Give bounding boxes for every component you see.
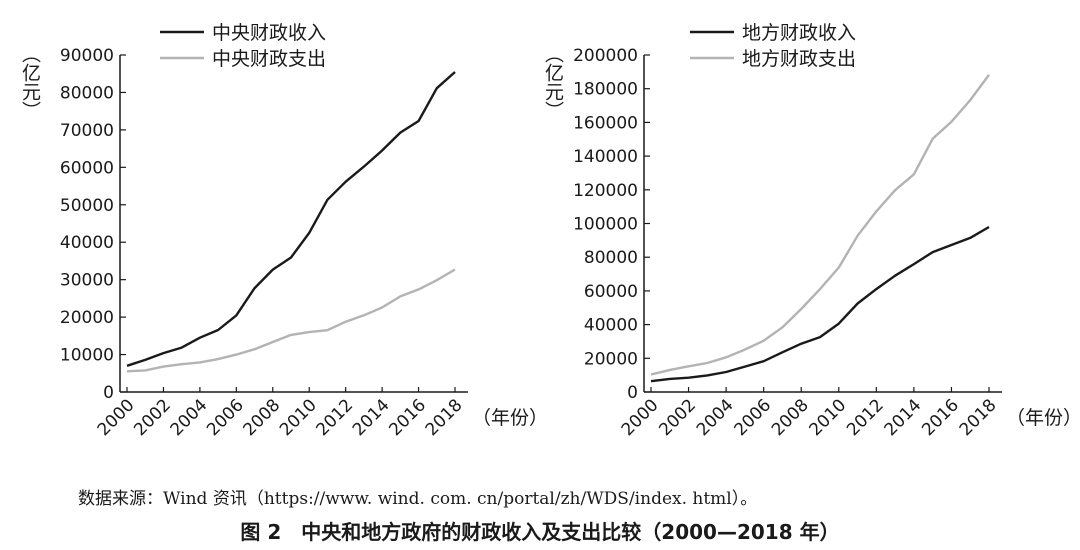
x-tick-label: 2014 [349, 395, 394, 440]
legend-label: 地方财政支出 [742, 48, 856, 70]
y-tick-label: 30000 [60, 271, 114, 291]
x-tick-label: 2016 [385, 395, 430, 440]
chart-1: 0 10000 20000 30000 40000 50000 60000 70000 8000… [19, 22, 548, 440]
y-tick-label: 20000 [60, 308, 114, 328]
x-tick-label: 2000 [618, 395, 663, 440]
x-tick-label: 2004 [167, 395, 212, 440]
legend-label: 地方财政收入 [742, 22, 856, 44]
y-tick-label: 0 [627, 383, 638, 403]
y-tick-label: 100000 [573, 215, 638, 235]
data-source-note: 数据来源：Wind 资讯（https://www. wind. com. cn/… [78, 489, 758, 509]
chart-2: 0 20000 40000 60000 80000 100000 120000 140000 1… [542, 22, 1080, 440]
x-tick-label: 2000 [94, 395, 139, 440]
y-tick-label: 80000 [584, 248, 638, 268]
x-axis-label: （年份） [472, 407, 548, 429]
y-tick-label: 10000 [60, 346, 114, 366]
legend-label: 中央财政收入 [212, 22, 326, 44]
x-tick-label: 2004 [693, 395, 738, 440]
y-tick-label: 160000 [573, 113, 638, 133]
series-line-1 [126, 71, 456, 367]
y-tick-label: 70000 [60, 121, 114, 141]
y-tick-label: 60000 [584, 282, 638, 302]
x-tick-label: 2008 [240, 395, 285, 440]
x-tick-label: 2008 [768, 395, 813, 440]
y-tick-label: 140000 [573, 147, 638, 167]
y-axis-label: （亿元） [19, 44, 41, 120]
x-tick-label: 2006 [730, 395, 775, 440]
y-tick-label: 20000 [584, 349, 638, 369]
x-axis-label: （年份） [1006, 407, 1080, 429]
y-tick-label: 50000 [60, 196, 114, 216]
x-tick-label: 2012 [843, 395, 888, 440]
x-tick-label: 2010 [806, 395, 851, 440]
x-tick-label: 2016 [918, 395, 963, 440]
legend-label: 中央财政支出 [212, 48, 326, 70]
x-tick-label: 2010 [276, 395, 321, 440]
y-tick-label: 90000 [60, 46, 114, 66]
x-tick-label: 2018 [956, 395, 1001, 440]
x-tick-label: 2012 [312, 395, 357, 440]
figure-title: 图 2 中央和地方政府的财政收入及支出比较（2000—2018 年） [240, 520, 840, 544]
series-line-2 [650, 74, 990, 376]
y-tick-label: 180000 [573, 80, 638, 100]
y-axis-label: （亿元） [542, 44, 564, 120]
y-tick-label: 80000 [60, 83, 114, 103]
y-tick-label: 60000 [60, 158, 114, 178]
y-tick-label: 40000 [584, 316, 638, 336]
x-tick-label: 2002 [655, 395, 700, 440]
y-tick-label: 120000 [573, 181, 638, 201]
y-tick-label: 0 [103, 383, 114, 403]
y-tick-label: 40000 [60, 233, 114, 253]
y-tick-label: 200000 [573, 46, 638, 66]
x-tick-label: 2014 [881, 395, 926, 440]
figure-canvas: 0100002000030000400005000060000700008000… [19, 22, 1080, 440]
x-tick-label: 2002 [130, 395, 175, 440]
series-line-2 [126, 268, 456, 373]
x-tick-label: 2018 [422, 395, 467, 440]
series-line-1 [650, 225, 990, 383]
x-tick-label: 2006 [203, 395, 248, 440]
